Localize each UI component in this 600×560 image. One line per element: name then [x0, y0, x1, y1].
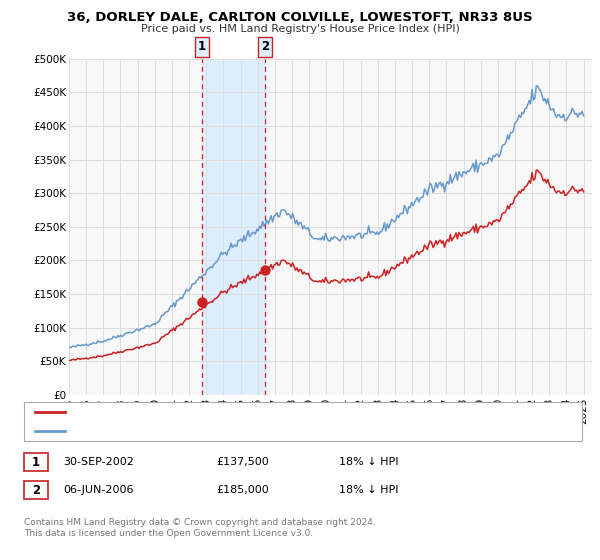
Text: 2: 2 [32, 483, 40, 497]
Text: 30-SEP-2002: 30-SEP-2002 [63, 457, 134, 467]
Text: 1: 1 [198, 40, 206, 53]
Text: 18% ↓ HPI: 18% ↓ HPI [339, 457, 398, 467]
Text: Price paid vs. HM Land Registry's House Price Index (HPI): Price paid vs. HM Land Registry's House … [140, 24, 460, 34]
Text: 06-JUN-2006: 06-JUN-2006 [63, 485, 133, 495]
Text: 1: 1 [32, 455, 40, 469]
Text: 18% ↓ HPI: 18% ↓ HPI [339, 485, 398, 495]
Text: £137,500: £137,500 [216, 457, 269, 467]
Text: Contains HM Land Registry data © Crown copyright and database right 2024.: Contains HM Land Registry data © Crown c… [24, 518, 376, 527]
Bar [202, 59, 265, 395]
Text: 36, DORLEY DALE, CARLTON COLVILLE, LOWESTOFT, NR33 8US: 36, DORLEY DALE, CARLTON COLVILLE, LOWES… [67, 11, 533, 24]
Text: This data is licensed under the Open Government Licence v3.0.: This data is licensed under the Open Gov… [24, 529, 313, 538]
Text: 2: 2 [261, 40, 269, 53]
Text: HPI: Average price, detached house, East Suffolk: HPI: Average price, detached house, East… [69, 426, 324, 436]
Text: £185,000: £185,000 [216, 485, 269, 495]
Text: 36, DORLEY DALE, CARLTON COLVILLE, LOWESTOFT, NR33 8US (detached house): 36, DORLEY DALE, CARLTON COLVILLE, LOWES… [69, 408, 491, 418]
